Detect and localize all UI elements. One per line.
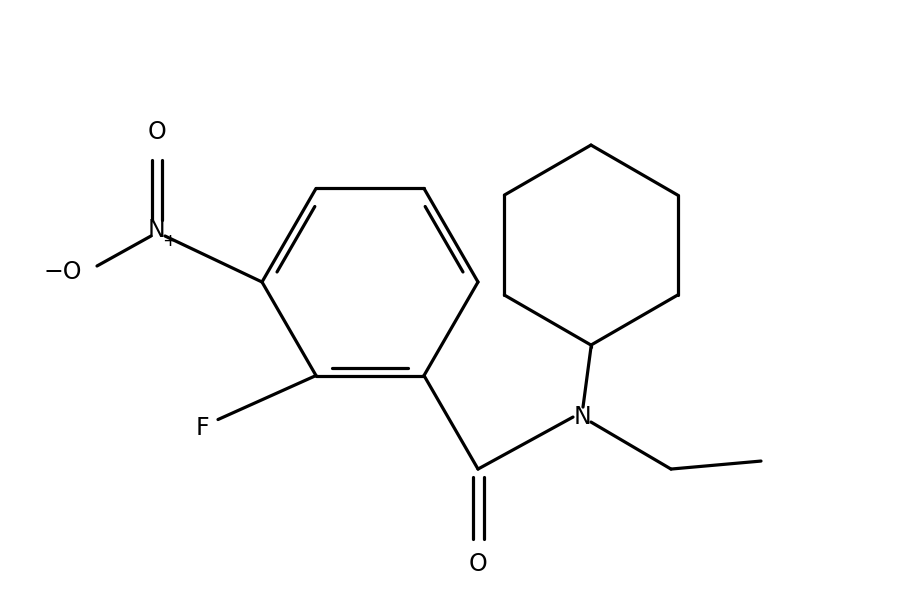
Text: O: O <box>469 552 488 576</box>
Text: −O: −O <box>44 260 82 284</box>
Text: F: F <box>195 416 208 440</box>
Text: +: + <box>163 232 177 250</box>
Text: O: O <box>147 120 167 144</box>
Text: N: N <box>148 218 166 242</box>
Text: N: N <box>574 405 592 429</box>
